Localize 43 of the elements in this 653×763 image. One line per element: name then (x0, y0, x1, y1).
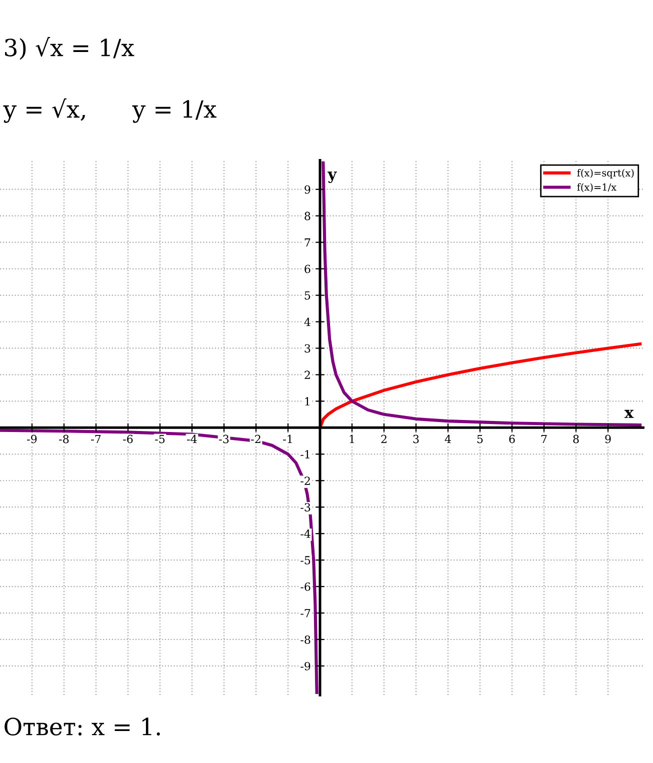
x-axis-title: x (624, 410, 634, 418)
legend-label: f(x)=sqrt(x) (577, 168, 634, 178)
legend-label: f(x)=1/x (577, 183, 616, 192)
text: Ответ: x = 1. (4, 718, 160, 736)
x-tick-label: 6 (509, 434, 515, 444)
x-tick-label: -3 (219, 434, 229, 444)
y-tick-label: -1 (300, 450, 310, 458)
y-tick-label: -2 (300, 476, 310, 485)
y-tick-label: 2 (304, 370, 310, 379)
y-axis-title: y (327, 172, 337, 183)
x-tick-label: -4 (187, 434, 197, 444)
y-tick-label: 7 (304, 238, 310, 247)
y-tick-label: -5 (300, 556, 310, 564)
x-tick-label: -2 (251, 434, 260, 444)
y-tick-label: -8 (300, 635, 310, 644)
x-tick-label: 8 (573, 434, 579, 444)
y-tick-label: -3 (300, 503, 310, 512)
y-tick-label: 6 (304, 264, 310, 274)
x-tick-label: -7 (91, 434, 101, 444)
y-tick-label: 4 (304, 318, 310, 326)
y-tick-label: -4 (300, 530, 310, 538)
y-tick-label: 8 (304, 212, 310, 220)
y-tick-label: 9 (304, 185, 310, 194)
x-tick-label: 7 (541, 434, 547, 444)
chart-subtitle: y = √x, y = 1/x (3, 98, 216, 123)
x-tick-label: 4 (444, 434, 451, 444)
y-tick-label: 5 (304, 291, 310, 300)
x-tick-label: 2 (381, 434, 386, 444)
y-tick-label: 1 (305, 397, 310, 406)
x-tick-label: 1 (350, 434, 354, 444)
x-tick-label: -9 (27, 434, 37, 444)
y-tick-label: 3 (304, 344, 310, 353)
x-tick-label: 3 (413, 434, 419, 444)
chart-title: 3) √x = 1/x (5, 36, 134, 60)
y-tick-label: -9 (300, 662, 310, 670)
x-tick-label: -1 (283, 434, 292, 444)
x-tick-label: -5 (155, 434, 165, 444)
x-tick-label: -6 (123, 434, 133, 444)
y-tick-label: -7 (300, 609, 310, 618)
x-tick-label: -8 (59, 434, 69, 444)
y-tick-label: -6 (300, 582, 310, 591)
x-tick-label: 5 (477, 434, 483, 444)
x-tick-label: 9 (605, 434, 611, 444)
